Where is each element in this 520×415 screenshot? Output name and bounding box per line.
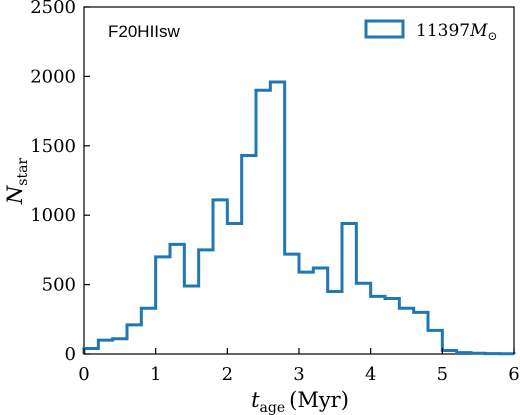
- plot-frame: [83, 6, 515, 355]
- y-tick-label: 2000: [30, 66, 76, 87]
- x-tick-label: 3: [293, 364, 304, 385]
- x-axis-ticks: 0 1 2 3 4 5 6: [78, 348, 520, 385]
- y-tick-label: 0: [65, 344, 76, 365]
- y-tick-label: 1500: [30, 136, 76, 157]
- legend-label: 11397M⊙: [416, 21, 498, 43]
- panel-label: F20HIIsw: [108, 22, 181, 41]
- y-axis-label: Nstar: [3, 158, 31, 206]
- x-tick-label: 6: [508, 364, 519, 385]
- x-tick-label: 2: [222, 364, 233, 385]
- histogram-step-line: [82, 80, 516, 356]
- legend: 11397M⊙: [364, 19, 498, 43]
- y-axis-ticks: 0 500 1000 1500 2000 2500: [30, 0, 90, 365]
- y-tick-label: 2500: [30, 0, 76, 18]
- y-tick-label: 500: [42, 275, 76, 296]
- x-axis-label: tage (Myr): [251, 388, 349, 415]
- x-tick-label: 5: [437, 364, 448, 385]
- y-tick-label: 1000: [30, 205, 76, 226]
- x-tick-label: 0: [78, 364, 89, 385]
- legend-swatch: [364, 19, 405, 39]
- x-tick-label: 4: [365, 364, 376, 385]
- x-tick-label: 1: [150, 364, 161, 385]
